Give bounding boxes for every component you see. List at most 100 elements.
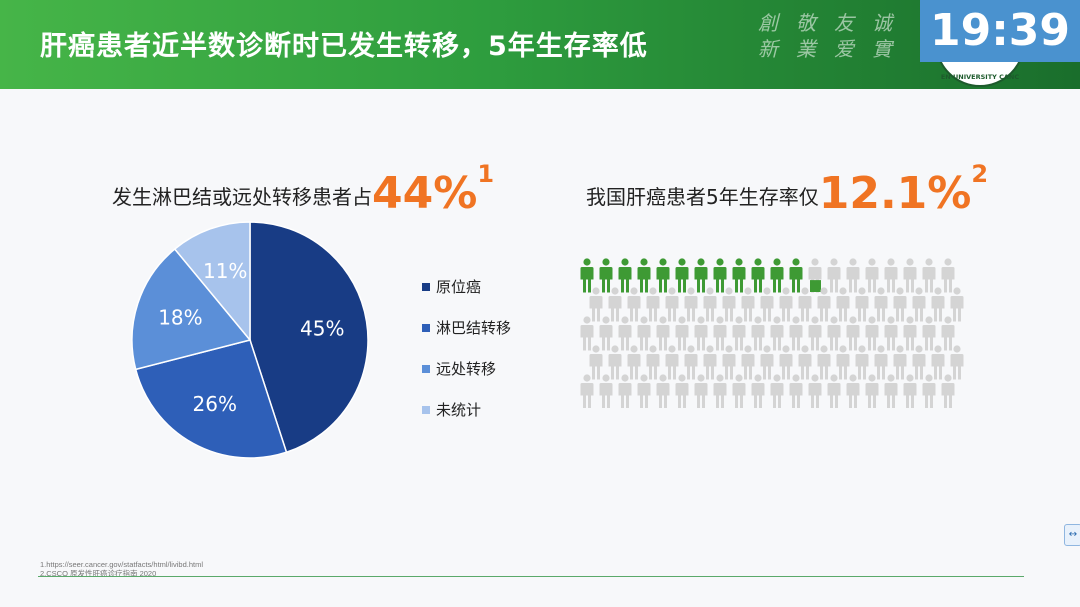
person-icon: [846, 374, 860, 408]
person-icon: [646, 345, 660, 380]
person-icon: [836, 345, 850, 380]
person-icon: [589, 345, 603, 380]
legend-swatch: [422, 405, 430, 414]
person-icon: [808, 258, 822, 293]
person-icon: [599, 316, 613, 351]
person-icon: [912, 345, 926, 380]
person-icon: [684, 345, 698, 380]
person-icon: [618, 258, 632, 293]
pie-label-4: 11%: [203, 259, 247, 283]
person-icon: [808, 374, 822, 408]
footnote-2: 2.CSCO 原发性肝癌诊疗指南 2020: [40, 569, 157, 578]
person-icon: [798, 287, 812, 322]
motto-column-3: 友 爱: [824, 10, 864, 62]
person-icon: [912, 287, 926, 322]
person-icon: [637, 374, 651, 408]
legend-item-lymph: 淋巴结转移: [422, 307, 511, 348]
right-subtitle-text: 我国肝癌患者5年生存率仅: [586, 185, 819, 209]
legend-swatch: [422, 323, 430, 332]
person-icon: [817, 287, 831, 322]
right-footnote-ref: 2: [971, 160, 989, 188]
person-icon: [836, 287, 850, 322]
left-subtitle-text: 发生淋巴结或远处转移患者占: [112, 185, 372, 209]
university-seal-logo: EN UNIVERSITY CANC: [932, 62, 1028, 88]
person-icon: [722, 345, 736, 380]
motto-char: 新: [758, 37, 778, 61]
person-icon: [931, 345, 945, 380]
motto-char: 爱: [834, 37, 854, 61]
footnotes: 1.https://seer.cancer.gov/statfacts/html…: [40, 560, 203, 578]
person-icon: [751, 374, 765, 408]
person-icon: [884, 316, 898, 351]
person-icon: [846, 258, 860, 293]
right-subtitle: 我国肝癌患者5年生存率仅12.1%2: [586, 160, 988, 219]
person-icon: [760, 287, 774, 322]
partial-person-fill: [810, 280, 821, 292]
motto-char: 創: [758, 11, 778, 35]
expand-arrows-icon[interactable]: ↔: [1064, 524, 1080, 546]
person-icon: [637, 316, 651, 351]
person-icon: [703, 287, 717, 322]
person-icon: [770, 258, 784, 293]
person-icon: [789, 374, 803, 408]
person-icon: [855, 287, 869, 322]
pie-slice-1: [249, 221, 369, 454]
person-icon: [941, 258, 955, 293]
person-icon: [922, 316, 936, 351]
person-icon: [675, 374, 689, 408]
person-icon: [770, 374, 784, 408]
person-icon: [941, 316, 955, 351]
person-icon: [675, 258, 689, 293]
person-icon: [656, 316, 670, 351]
person-icon: [627, 345, 641, 380]
motto-column-1: 創 新: [748, 10, 788, 62]
person-icon: [846, 316, 860, 351]
person-icon: [922, 374, 936, 408]
person-icon: [627, 287, 641, 322]
person-icon: [703, 345, 717, 380]
person-icon: [779, 345, 793, 380]
survival-pictogram: [580, 258, 964, 408]
person-icon: [665, 345, 679, 380]
footnote-1: 1.https://seer.cancer.gov/statfacts/html…: [40, 560, 203, 569]
person-icon: [732, 258, 746, 293]
seal-text: EN UNIVERSITY CANC: [941, 73, 1019, 81]
person-icon: [798, 345, 812, 380]
slide-title: 肝癌患者近半数诊断时已发生转移，5年生存率低: [40, 31, 648, 62]
person-icon: [637, 258, 651, 293]
person-icon: [827, 316, 841, 351]
person-icon: [694, 258, 708, 293]
footer-divider: [38, 576, 1024, 577]
person-icon: [903, 258, 917, 293]
person-icon: [732, 316, 746, 351]
person-icon: [760, 345, 774, 380]
person-icon: [589, 287, 603, 322]
person-icon: [618, 374, 632, 408]
person-icon: [665, 287, 679, 322]
person-icon: [903, 316, 917, 351]
motto-char: 實: [872, 37, 892, 61]
person-icon: [580, 316, 594, 351]
person-icon: [922, 258, 936, 293]
person-icon: [684, 287, 698, 322]
person-icon: [808, 316, 822, 351]
person-icon: [694, 316, 708, 351]
person-icon: [770, 316, 784, 351]
person-icon: [694, 374, 708, 408]
person-icon: [751, 316, 765, 351]
person-icon: [827, 374, 841, 408]
person-icon: [713, 374, 727, 408]
person-icon: [884, 258, 898, 293]
pie-label-2: 26%: [193, 392, 237, 416]
person-icon: [618, 316, 632, 351]
person-icon: [779, 287, 793, 322]
person-icon: [580, 258, 594, 293]
legend-label: 未统计: [436, 401, 482, 419]
legend-item-in-situ: 原位癌: [422, 266, 511, 307]
pie-slice-3: [131, 248, 252, 371]
person-icon: [713, 258, 727, 293]
person-icon: [599, 374, 613, 408]
left-highlight-value: 44%: [372, 168, 478, 219]
person-icon: [789, 258, 803, 293]
pie-legend: 原位癌 淋巴结转移 远处转移 未统计: [422, 266, 511, 430]
